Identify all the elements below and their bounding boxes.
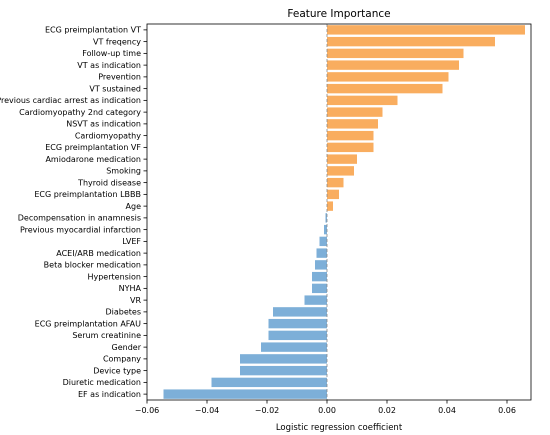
bar xyxy=(268,318,327,329)
x-tick-label: 0.00 xyxy=(318,406,336,415)
bar xyxy=(327,119,378,129)
y-tick-label: Amiodarone medication xyxy=(45,155,141,164)
bar xyxy=(327,177,344,188)
plot-frame xyxy=(146,23,532,401)
bar xyxy=(312,271,327,282)
bar xyxy=(327,60,459,70)
bar xyxy=(327,36,495,47)
y-tick-label: Thyroid disease xyxy=(77,178,141,187)
y-tick-label: Follow-up time xyxy=(82,49,141,58)
bar xyxy=(327,142,374,153)
y-tick-label: Age xyxy=(126,202,142,211)
y-tick-label: ACEI/ARB medication xyxy=(56,249,141,258)
y-tick-label: Hypertension xyxy=(87,272,141,281)
y-tick-label: Gender xyxy=(112,343,142,352)
y-tick-label: Decompensation in anamnesis xyxy=(18,214,141,223)
x-axis-label: Logistic regression coefficient xyxy=(276,423,403,433)
y-tick-label: EF as indication xyxy=(78,390,141,399)
bar xyxy=(315,260,327,270)
y-tick-label: Cardiomyopathy xyxy=(75,131,141,140)
y-tick-label: Previous cardiac arrest as indication xyxy=(0,96,141,105)
x-tick-label: −0.02 xyxy=(255,406,280,415)
bars-group xyxy=(163,25,525,399)
bar xyxy=(327,107,383,117)
y-tick-label: Diabetes xyxy=(105,308,141,317)
y-tick-label: VR xyxy=(130,296,141,305)
bar xyxy=(327,166,354,176)
bar xyxy=(240,365,327,376)
y-tick-label: VT sustained xyxy=(89,84,141,93)
y-tick-label: Diuretic medication xyxy=(63,378,141,387)
x-axis: −0.06 −0.04 −0.02 0.00 0.02 0.04 0.06 xyxy=(135,400,516,415)
bar xyxy=(327,72,449,82)
y-tick-label: Previous myocardial infarction xyxy=(20,225,141,234)
y-tick-label: NYHA xyxy=(119,284,142,293)
chart-title: Feature Importance xyxy=(287,8,390,20)
y-tick-label: ECG preimplantation VT xyxy=(45,26,141,35)
bar xyxy=(268,330,327,341)
y-tick-label: NSVT as indication xyxy=(66,120,141,129)
bar xyxy=(327,130,374,141)
y-tick-label: Prevention xyxy=(98,73,141,82)
bar xyxy=(319,236,327,247)
y-tick-label: ECG preimplantation LBBB xyxy=(34,190,141,199)
y-tick-label: Company xyxy=(103,355,141,364)
y-tick-label: Cardiomyopathy 2nd category xyxy=(19,108,141,117)
bar xyxy=(327,25,525,35)
y-tick-label: ECG preimplantation VF xyxy=(45,143,141,152)
y-tick-label: LVEF xyxy=(122,237,141,246)
bar xyxy=(261,342,327,352)
y-tick-label: Smoking xyxy=(106,167,141,176)
bar xyxy=(304,295,327,305)
bar xyxy=(327,201,333,211)
bar xyxy=(327,48,464,59)
x-tick-label: −0.06 xyxy=(135,406,160,415)
x-tick-label: 0.02 xyxy=(378,406,396,415)
bar xyxy=(327,95,398,106)
y-tick-label: Serum creatinine xyxy=(72,331,141,340)
bar xyxy=(273,307,327,317)
bar xyxy=(312,283,327,294)
x-tick-label: 0.04 xyxy=(438,406,456,415)
y-tick-label: VT freqency xyxy=(93,37,141,46)
bar xyxy=(316,248,327,258)
y-tick-label: Beta blocker medication xyxy=(44,261,141,270)
bar xyxy=(163,389,327,399)
bar xyxy=(324,224,327,235)
y-axis: ECG preimplantation VT VT freqency Follow-… xyxy=(0,26,147,399)
y-tick-label: Device type xyxy=(93,366,141,375)
bar xyxy=(325,213,327,223)
x-tick-label: −0.04 xyxy=(195,406,220,415)
bar xyxy=(240,354,327,364)
bar xyxy=(327,189,339,200)
x-tick-label: 0.06 xyxy=(498,406,516,415)
y-tick-label: VT as indication xyxy=(77,61,141,70)
bar xyxy=(211,377,327,388)
bar xyxy=(327,83,443,94)
y-tick-label: ECG preimplantation AFAU xyxy=(35,319,142,328)
bar xyxy=(327,154,357,164)
